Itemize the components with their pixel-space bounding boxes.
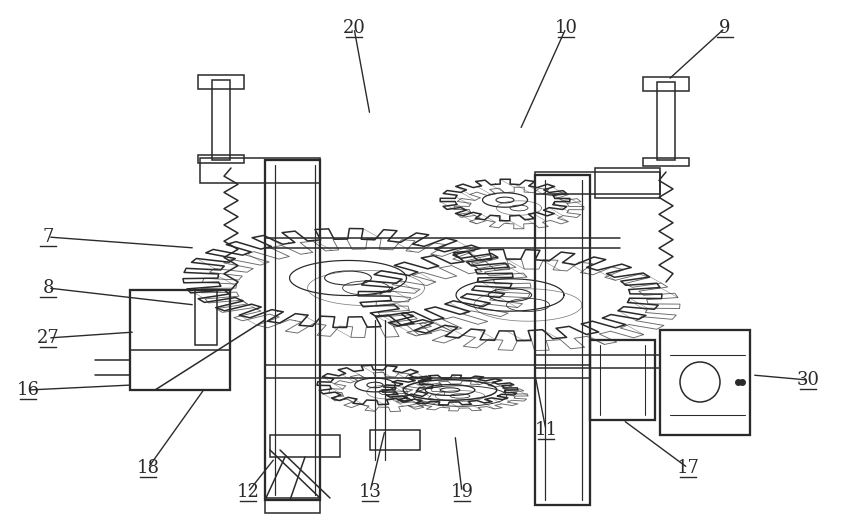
Text: 7: 7	[42, 228, 54, 246]
Bar	[130, 290, 230, 390]
Bar	[200, 158, 320, 183]
Text: 27: 27	[37, 329, 59, 347]
Bar	[660, 330, 750, 435]
Text: 13: 13	[358, 483, 381, 501]
Bar	[130, 350, 230, 390]
Text: 20: 20	[343, 19, 365, 37]
Text: 8: 8	[42, 279, 54, 297]
Text: 18: 18	[137, 459, 160, 477]
Text: 11: 11	[534, 421, 557, 439]
Bar	[265, 160, 320, 500]
Text: 30: 30	[797, 371, 819, 389]
Bar	[590, 340, 655, 420]
Bar	[643, 158, 689, 166]
Text: 17: 17	[676, 459, 699, 477]
Bar	[198, 155, 244, 163]
Text: 19: 19	[451, 483, 474, 501]
Text: 10: 10	[555, 19, 577, 37]
Text: 9: 9	[719, 19, 731, 37]
Bar	[198, 75, 244, 89]
Bar	[195, 290, 217, 345]
Bar	[595, 168, 660, 198]
Bar	[212, 80, 230, 160]
Bar	[657, 82, 675, 160]
Bar	[370, 430, 420, 450]
Bar	[535, 175, 590, 505]
Bar	[270, 435, 340, 457]
Bar	[535, 172, 660, 194]
Text: 12: 12	[237, 483, 259, 501]
Bar	[643, 77, 689, 91]
Bar	[265, 498, 320, 513]
Text: 16: 16	[16, 381, 39, 399]
